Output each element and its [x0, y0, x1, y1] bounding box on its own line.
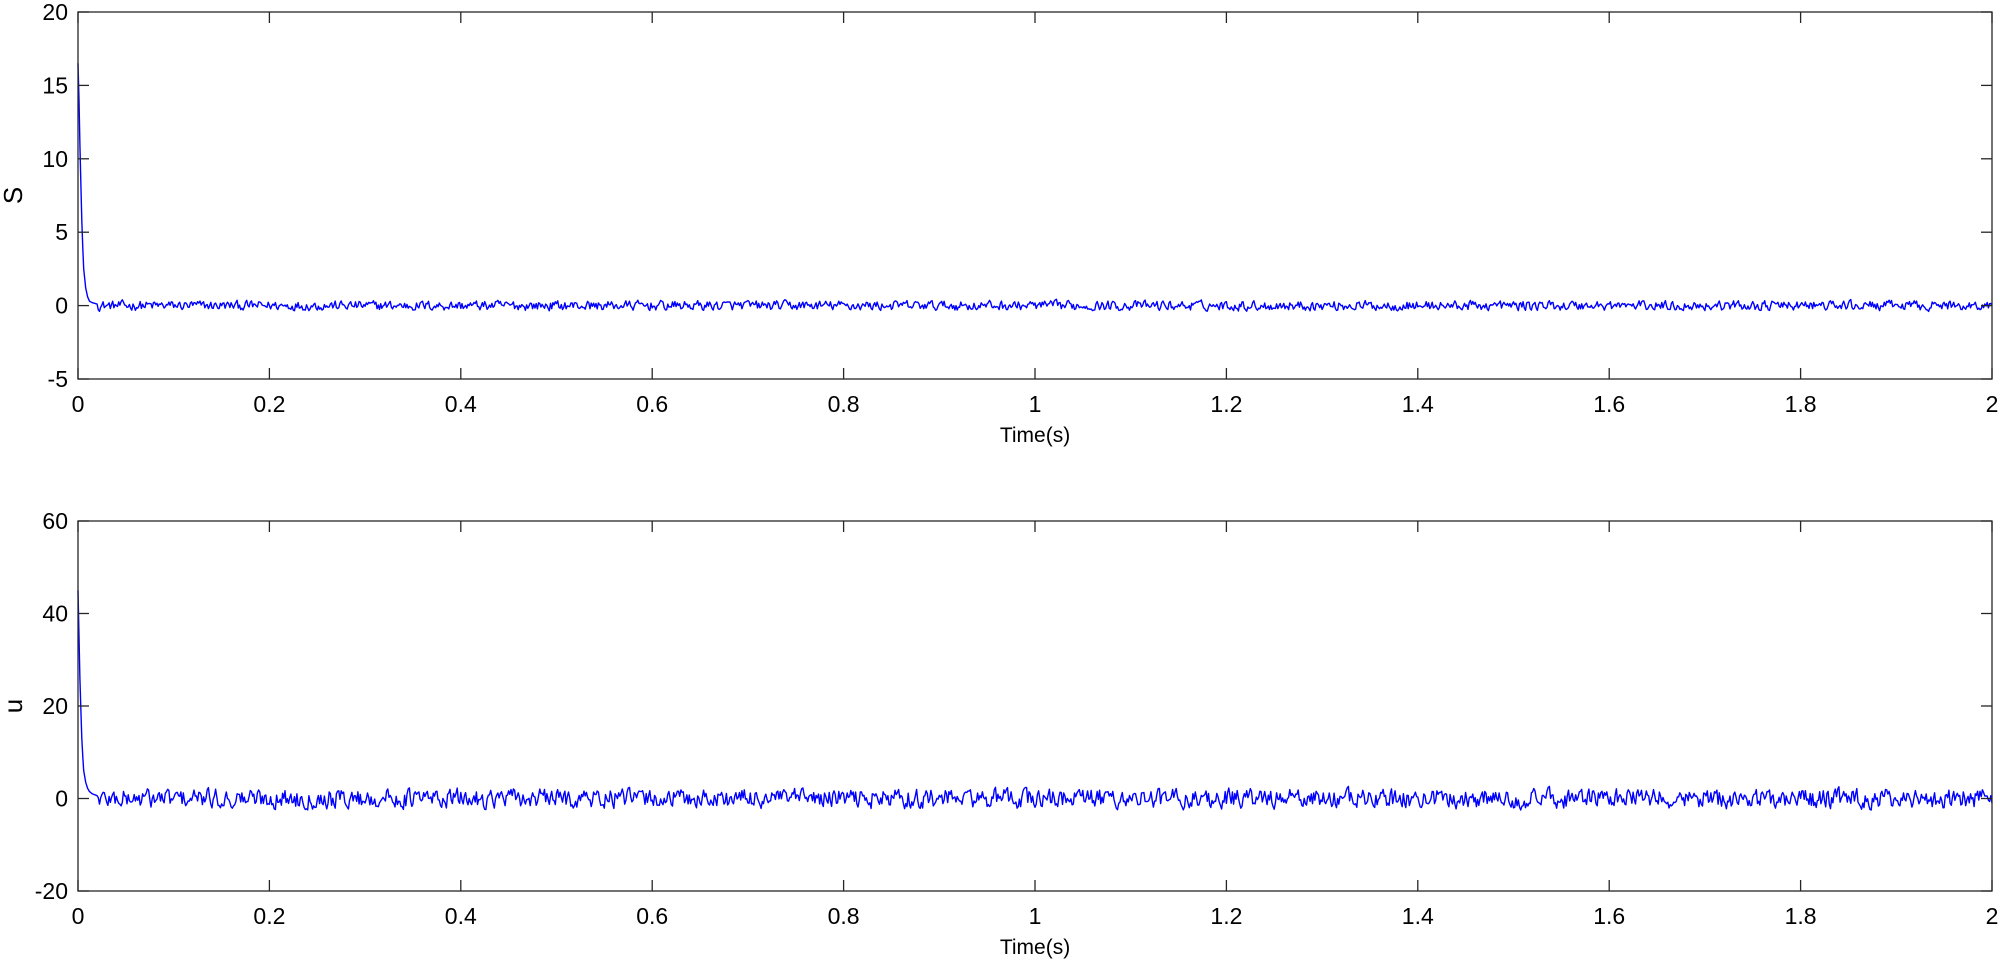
x-tick-label-s-9: 1.8 [1785, 391, 1817, 417]
y-axis-title-s: S [0, 187, 28, 204]
y-tick-label-s-4: 15 [42, 72, 68, 98]
x-tick-label-s-3: 0.6 [636, 391, 668, 417]
x-tick-label-s-8: 1.6 [1593, 391, 1625, 417]
x-tick-label-u-8: 1.6 [1593, 903, 1625, 929]
axes-frame-u [77, 520, 1993, 892]
x-tick-label-s-6: 1.2 [1210, 391, 1242, 417]
y-tick-label-s-5: 20 [42, 0, 68, 25]
x-tick-label-s-5: 1 [1029, 391, 1042, 417]
y-tick-label-u-1: 0 [55, 786, 68, 812]
x-tick-label-s-7: 1.4 [1402, 391, 1434, 417]
x-tick-label-u-10: 2 [1986, 903, 1999, 929]
series-line-s-0 [77, 63, 1993, 313]
y-tick-label-u-0: -20 [35, 878, 68, 904]
x-tick-label-u-6: 1.2 [1210, 903, 1242, 929]
x-tick-label-u-7: 1.4 [1402, 903, 1434, 929]
x-tick-label-u-2: 0.4 [445, 903, 477, 929]
y-tick-label-u-4: 60 [42, 508, 68, 534]
x-axis-title-u: Time(s) [1000, 936, 1070, 959]
y-tick-label-s-1: 0 [55, 293, 68, 319]
x-tick-label-s-10: 2 [1986, 391, 1999, 417]
y-tick-label-s-2: 5 [55, 219, 68, 245]
panel-u: 0 0.2 0.4 0.6 0.8 1 1.2 1.4 1.6 1.8 2-200204060Tim… [0, 508, 1998, 959]
x-tick-label-s-2: 0.4 [445, 391, 477, 417]
x-tick-label-s-1: 0.2 [253, 391, 285, 417]
x-tick-label-u-9: 1.8 [1785, 903, 1817, 929]
x-axis-title-s: Time(s) [1000, 424, 1070, 447]
x-tick-label-u-0: 0 [72, 903, 85, 929]
x-tick-label-u-5: 1 [1029, 903, 1042, 929]
x-tick-label-s-4: 0.8 [828, 391, 860, 417]
x-tick-label-u-4: 0.8 [828, 903, 860, 929]
y-tick-label-s-0: -5 [48, 366, 68, 392]
y-tick-label-u-3: 40 [42, 601, 68, 627]
y-tick-label-u-2: 20 [42, 693, 68, 719]
panel-s: 0 0.2 0.4 0.6 0.8 1 1.2 1.4 1.6 1.8 2-505101520Tim… [0, 0, 1998, 447]
x-tick-label-u-1: 0.2 [253, 903, 285, 929]
x-tick-label-s-0: 0 [72, 391, 85, 417]
y-axis-title-u: u [0, 699, 28, 713]
series-line-u-0 [77, 590, 1993, 811]
y-tick-label-s-3: 10 [42, 146, 68, 172]
axes-frame-s [77, 11, 1993, 380]
x-tick-label-u-3: 0.6 [636, 903, 668, 929]
